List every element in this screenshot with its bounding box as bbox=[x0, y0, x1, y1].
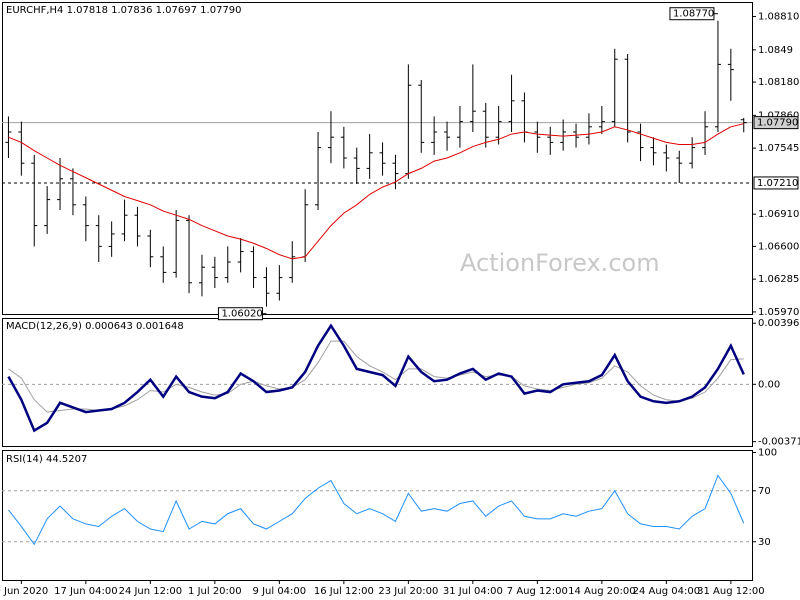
y-tick-label: 1.08180 bbox=[758, 77, 799, 88]
y-tick-label: 1.05970 bbox=[758, 307, 799, 318]
label: 1.06020 bbox=[221, 309, 262, 320]
label: 1.07210 bbox=[757, 178, 798, 189]
rsi-panel bbox=[2, 450, 753, 581]
watermark: ActionForex.com bbox=[460, 249, 660, 277]
label-box bbox=[753, 116, 799, 130]
rsi-line bbox=[8, 474, 745, 546]
x-tick-label: 7 Aug 12:00 bbox=[507, 586, 568, 597]
y-tick-label: 30 bbox=[758, 537, 771, 548]
x-tick-label: 14 Aug 20:00 bbox=[568, 586, 635, 597]
label-box bbox=[753, 176, 799, 190]
y-tick-label: 1.07545 bbox=[758, 143, 799, 154]
moving-average bbox=[8, 123, 744, 260]
y-tick-label: 1.08810 bbox=[758, 12, 799, 23]
x-tick-label: 1 Jul 20:00 bbox=[188, 586, 242, 597]
y-tick-label: 1.0849 bbox=[758, 45, 793, 56]
x-tick-label: 9 Jul 04:00 bbox=[253, 586, 307, 597]
chart-title: EURCHF,H4 1.07818 1.07836 1.07697 1.0779… bbox=[6, 5, 242, 16]
macd-line bbox=[7, 323, 745, 433]
x-tick-label: 17 Jun 04:00 bbox=[54, 586, 118, 597]
y-tick-label: -0.003718 bbox=[758, 437, 800, 448]
price-panel bbox=[2, 2, 753, 315]
x-tick-label: 16 Jul 12:00 bbox=[314, 586, 374, 597]
macd-title: MACD(12,26,9) 0.000643 0.001648 bbox=[6, 321, 184, 332]
y-tick-label: 0.003962 bbox=[758, 318, 800, 329]
x-tick-label: 24 Aug 04:00 bbox=[633, 586, 700, 597]
y-tick-label: 1.07860 bbox=[758, 110, 799, 121]
y-tick-label: 1.06910 bbox=[758, 209, 799, 220]
x-tick-label: 23 Jul 20:00 bbox=[378, 586, 438, 597]
y-tick-label: 0.00 bbox=[758, 379, 780, 390]
y-tick-label: 1.06285 bbox=[758, 274, 799, 285]
y-tick-label: 70 bbox=[758, 486, 771, 497]
label-box bbox=[217, 307, 263, 321]
label: 1.08770 bbox=[673, 9, 714, 20]
rsi-title: RSI(14) 44.5207 bbox=[6, 454, 87, 465]
y-tick-label: 1.06600 bbox=[758, 241, 799, 252]
x-tick-label: 31 Aug 12:00 bbox=[697, 586, 764, 597]
macd-panel bbox=[2, 318, 753, 447]
x-tick-label: 9 Jun 2020 bbox=[0, 586, 48, 597]
label: 1.07790 bbox=[757, 118, 798, 129]
x-tick-label: 24 Jun 12:00 bbox=[119, 586, 183, 597]
label-box bbox=[669, 7, 715, 21]
y-tick-label: 100 bbox=[758, 448, 777, 459]
x-tick-label: 31 Jul 04:00 bbox=[443, 586, 503, 597]
